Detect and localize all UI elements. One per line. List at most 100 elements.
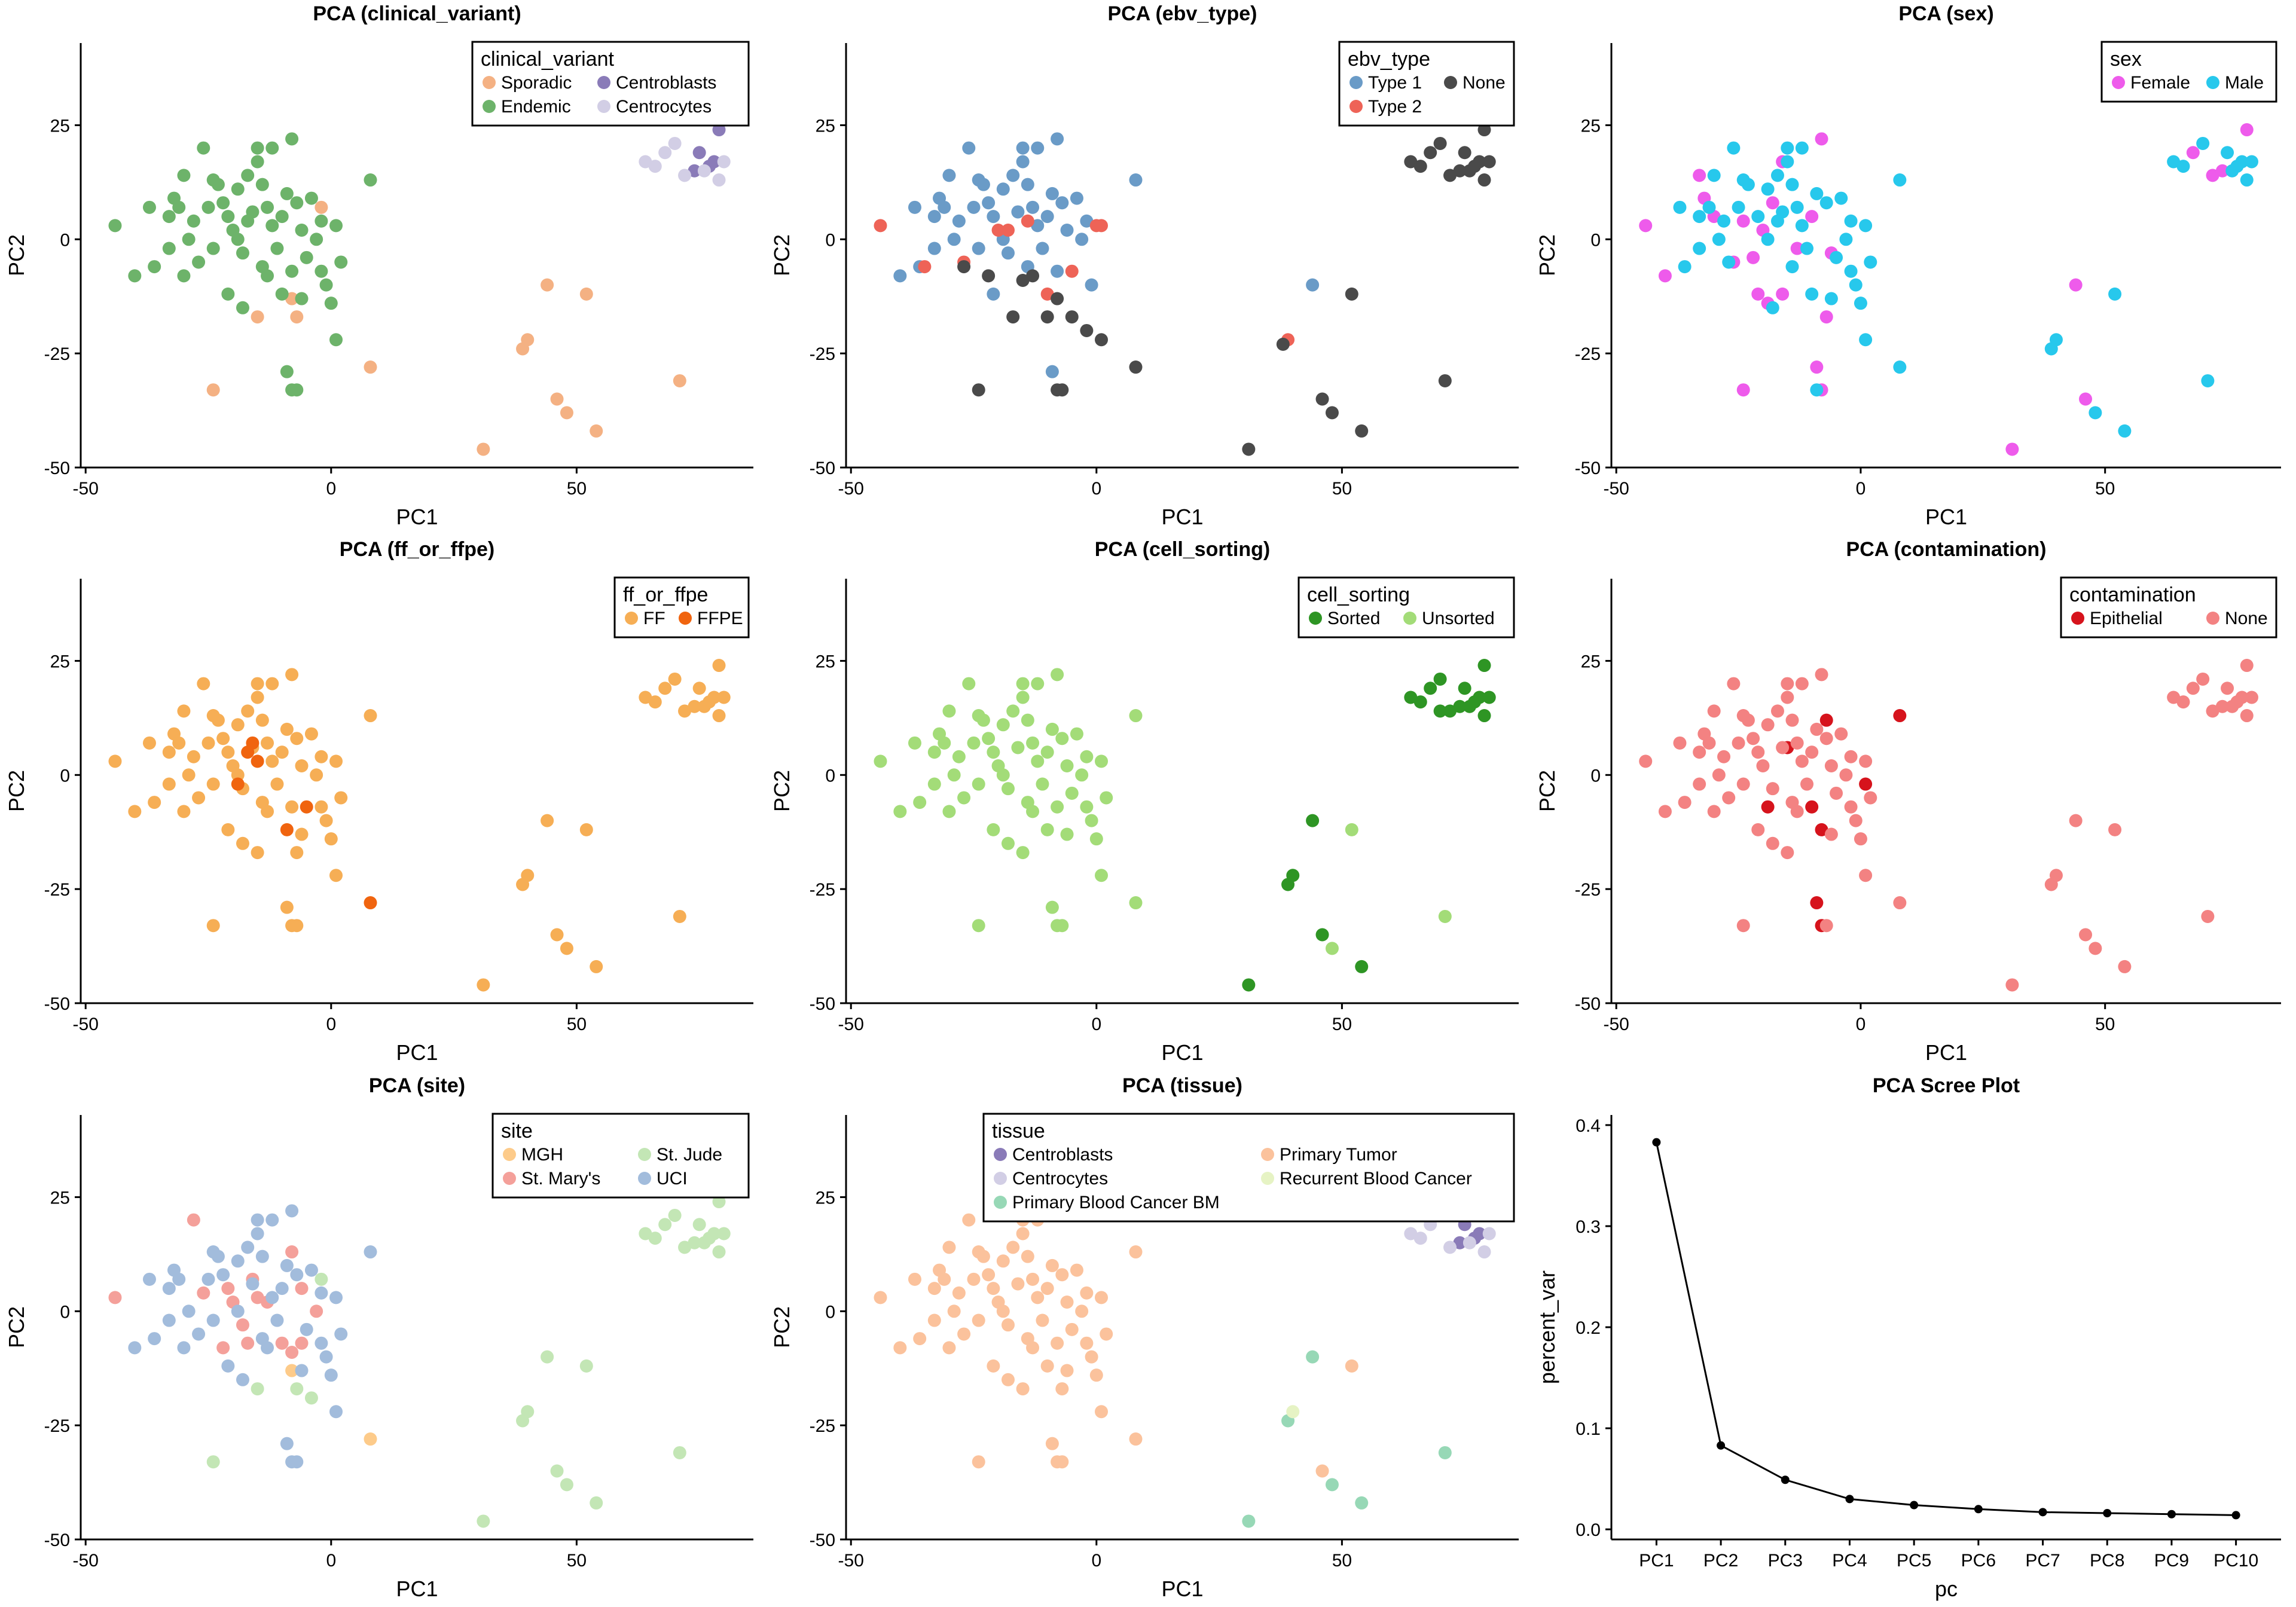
data-point [1864, 791, 1877, 805]
data-point [1001, 836, 1015, 850]
data-point [1315, 928, 1329, 942]
legend-swatch [994, 1172, 1007, 1185]
y-tick-label: -50 [810, 994, 835, 1014]
data-point [952, 1286, 966, 1300]
data-point [192, 255, 206, 269]
data-point [334, 255, 348, 269]
data-point [590, 960, 603, 973]
data-point [255, 713, 269, 727]
x-tick-label: 50 [1332, 479, 1352, 499]
data-point [2069, 814, 2083, 827]
data-point [1482, 691, 1496, 704]
legend-label: Recurrent Blood Cancer [1280, 1169, 1472, 1189]
data-point [2215, 164, 2229, 178]
data-point [304, 1391, 318, 1405]
x-tick-label: 50 [1332, 1015, 1352, 1034]
data-point [1040, 823, 1054, 836]
data-point [1306, 278, 1320, 292]
data-point [688, 164, 701, 178]
data-point [1016, 273, 1030, 287]
data-point [967, 200, 981, 214]
data-point [1815, 823, 1828, 836]
data-point [1060, 1364, 1074, 1377]
y-axis-label: PC2 [1535, 234, 1559, 276]
data-point [182, 233, 196, 246]
data-point [913, 1332, 927, 1346]
data-point [1075, 768, 1089, 782]
data-point [1006, 169, 1020, 182]
data-point [221, 210, 235, 224]
data-point [270, 1313, 284, 1327]
data-point [1751, 287, 1765, 301]
data-point [1045, 900, 1059, 914]
data-point [972, 919, 985, 933]
data-point [1805, 287, 1819, 301]
data-point [295, 224, 309, 237]
data-point [962, 677, 976, 691]
data-point [315, 1336, 328, 1350]
data-point [255, 796, 269, 809]
data-point [1065, 1322, 1079, 1336]
scree-point [1910, 1501, 1919, 1510]
data-point [2235, 155, 2249, 169]
data-point [712, 173, 726, 187]
panel-2: PCA (ebv_type) PC1 PC2 -50 -25 0 25 -50 0 50 ebv_t… [770, 2, 1519, 529]
data-point [1089, 832, 1103, 846]
data-point [265, 1213, 279, 1227]
data-point [692, 146, 706, 160]
data-point [108, 1291, 122, 1304]
legend-label: Unsorted [1422, 609, 1495, 628]
data-point [310, 768, 323, 782]
legend-box [2100, 41, 2277, 103]
data-point [952, 214, 966, 228]
data-point [2201, 909, 2215, 923]
data-point [304, 727, 318, 741]
data-point [206, 383, 220, 397]
data-point [927, 210, 941, 224]
data-point [300, 250, 313, 264]
x-tick-label: PC8 [2090, 1551, 2124, 1571]
x-axis-label: PC1 [1925, 505, 1967, 529]
data-point [1761, 182, 1775, 196]
data-point [290, 383, 304, 397]
data-point [639, 691, 652, 704]
data-point [1089, 1368, 1103, 1382]
data-point [874, 754, 887, 768]
legend-box [2060, 576, 2277, 638]
data-point [177, 1341, 191, 1355]
x-tick-label: -50 [1603, 1015, 1629, 1034]
data-point [300, 1322, 313, 1336]
data-point [908, 1272, 921, 1286]
legend-label: Female [2130, 73, 2190, 93]
data-point [177, 805, 191, 818]
data-point [1678, 796, 1692, 809]
data-point [668, 1208, 682, 1222]
data-point [1839, 233, 1853, 246]
data-point [1702, 736, 1716, 750]
data-point [304, 191, 318, 205]
scree-point [2103, 1509, 2112, 1518]
data-point [2108, 287, 2122, 301]
data-point [987, 1359, 1000, 1373]
x-tick-label: 0 [1091, 1015, 1101, 1034]
data-point [148, 260, 161, 274]
data-point [192, 791, 206, 805]
data-point [251, 691, 264, 704]
data-point [982, 1268, 996, 1282]
scree-point [2231, 1511, 2240, 1520]
data-point [201, 1272, 215, 1286]
data-point [108, 219, 122, 233]
data-point [962, 1213, 976, 1227]
x-tick-label: -50 [1603, 479, 1629, 499]
data-point [2044, 342, 2058, 356]
data-point [1001, 1318, 1015, 1332]
data-point [315, 750, 328, 763]
data-point [1834, 727, 1848, 741]
y-axis-label: PC2 [4, 234, 29, 276]
data-point [329, 754, 343, 768]
data-point [1800, 242, 1814, 255]
data-point [177, 169, 191, 182]
panel-7: PCA (site) PC1 PC2 -50 -25 0 25 -50 0 50 site MGH St… [4, 1074, 753, 1601]
x-tick-label: PC2 [1703, 1551, 1738, 1571]
y-axis-label: percent_var [1535, 1270, 1559, 1384]
